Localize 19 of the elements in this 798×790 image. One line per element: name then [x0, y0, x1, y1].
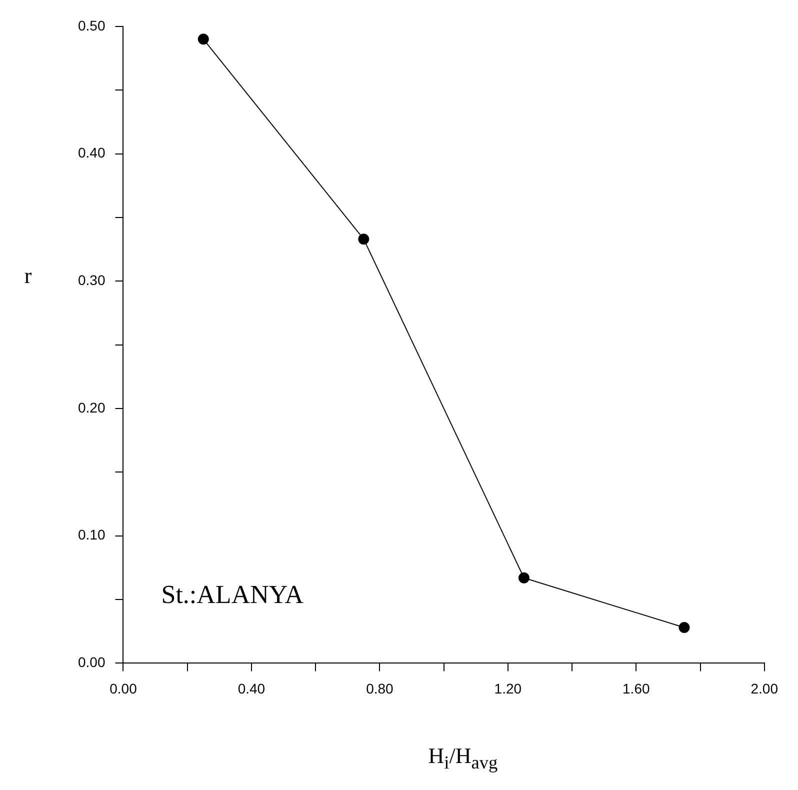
- point: [518, 572, 530, 584]
- y-tick-label: 0.10: [78, 526, 106, 543]
- y-tick-label: 0.50: [78, 17, 106, 34]
- x-tick-label: 0.00: [110, 680, 138, 696]
- x-tick-label: 1.60: [622, 680, 650, 696]
- y-tick-label: 0.30: [78, 272, 106, 288]
- x-tick-label: 1.20: [494, 680, 522, 696]
- x-tick-label: 0.40: [238, 680, 266, 696]
- annotation: St.:ALANYA: [161, 580, 304, 610]
- y-tick-label: 0.40: [78, 144, 106, 161]
- x-tick-label: 0.80: [366, 680, 394, 696]
- y-tick-label: 0.20: [78, 399, 106, 416]
- y-tick-label: 0.00: [78, 654, 106, 670]
- point: [678, 622, 690, 634]
- y-axis-title: r: [23, 263, 33, 289]
- x-tick-label: 2.00: [750, 680, 778, 696]
- point: [358, 234, 370, 245]
- x-axis-title: H$_{i}$/H$_{avg}$: [427, 743, 499, 774]
- point: [198, 34, 209, 45]
